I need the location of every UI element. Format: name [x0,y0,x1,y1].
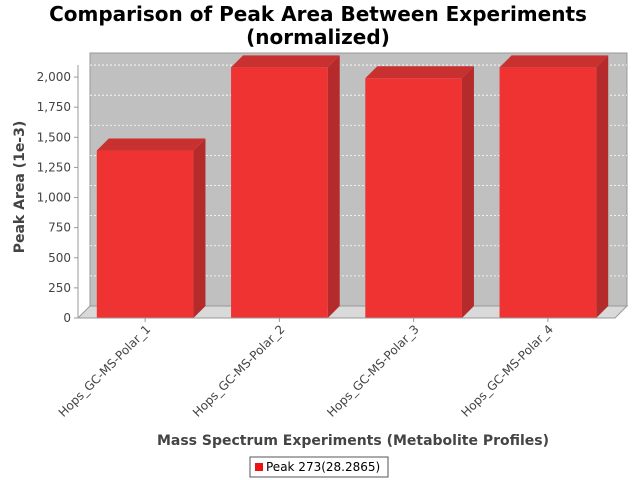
bar [499,67,597,319]
y-tick-label: 1,000 [37,191,71,205]
bar-top [499,55,609,68]
y-tick-label: 250 [48,281,71,295]
chart-subtitle: (normalized) [246,25,390,49]
bar-top [365,66,474,79]
legend-label: Peak 273(28.2865) [266,460,380,474]
bar-side [596,55,609,319]
x-tick-label: Hops_GC-MS-Polar_1 [56,322,154,420]
y-tick-label: 750 [48,221,71,235]
y-tick-label: 1,500 [37,130,71,144]
x-tick-label: Hops_GC-MS-Polar_4 [458,322,556,420]
bar-top [96,138,206,151]
bar [96,150,194,318]
x-tick-label: Hops_GC-MS-Polar_3 [324,322,422,420]
y-tick-label: 1,250 [37,160,71,174]
y-tick-label: 0 [63,311,71,325]
bar [365,78,462,318]
legend: Peak 273(28.2865) [249,456,389,478]
y-axis-label: Peak Area (1e-3) [12,121,28,254]
bar [231,67,328,319]
x-tick-label: Hops_GC-MS-Polar_2 [190,322,288,420]
bars [96,55,609,319]
legend-box [249,456,389,478]
bar-side [193,138,206,318]
chart-title: Comparison of Peak Area Between Experime… [49,2,587,26]
x-axis-label: Mass Spectrum Experiments (Metabolite Pr… [157,433,549,449]
y-tick-label: 500 [48,251,71,265]
legend-swatch [255,463,263,471]
bar-top [231,55,340,68]
y-tick-label: 2,000 [37,70,71,84]
y-axis-ticks: 0 250 500 750 1,000 1,250 1,500 1,750 2,000 [37,70,78,325]
bar-side [461,66,474,318]
x-axis-ticks: Hops_GC-MS-Polar_1 Hops_GC-MS-Polar_2 Hops… [56,318,556,420]
y-tick-label: 1,750 [37,100,71,114]
bar-side [327,55,340,319]
